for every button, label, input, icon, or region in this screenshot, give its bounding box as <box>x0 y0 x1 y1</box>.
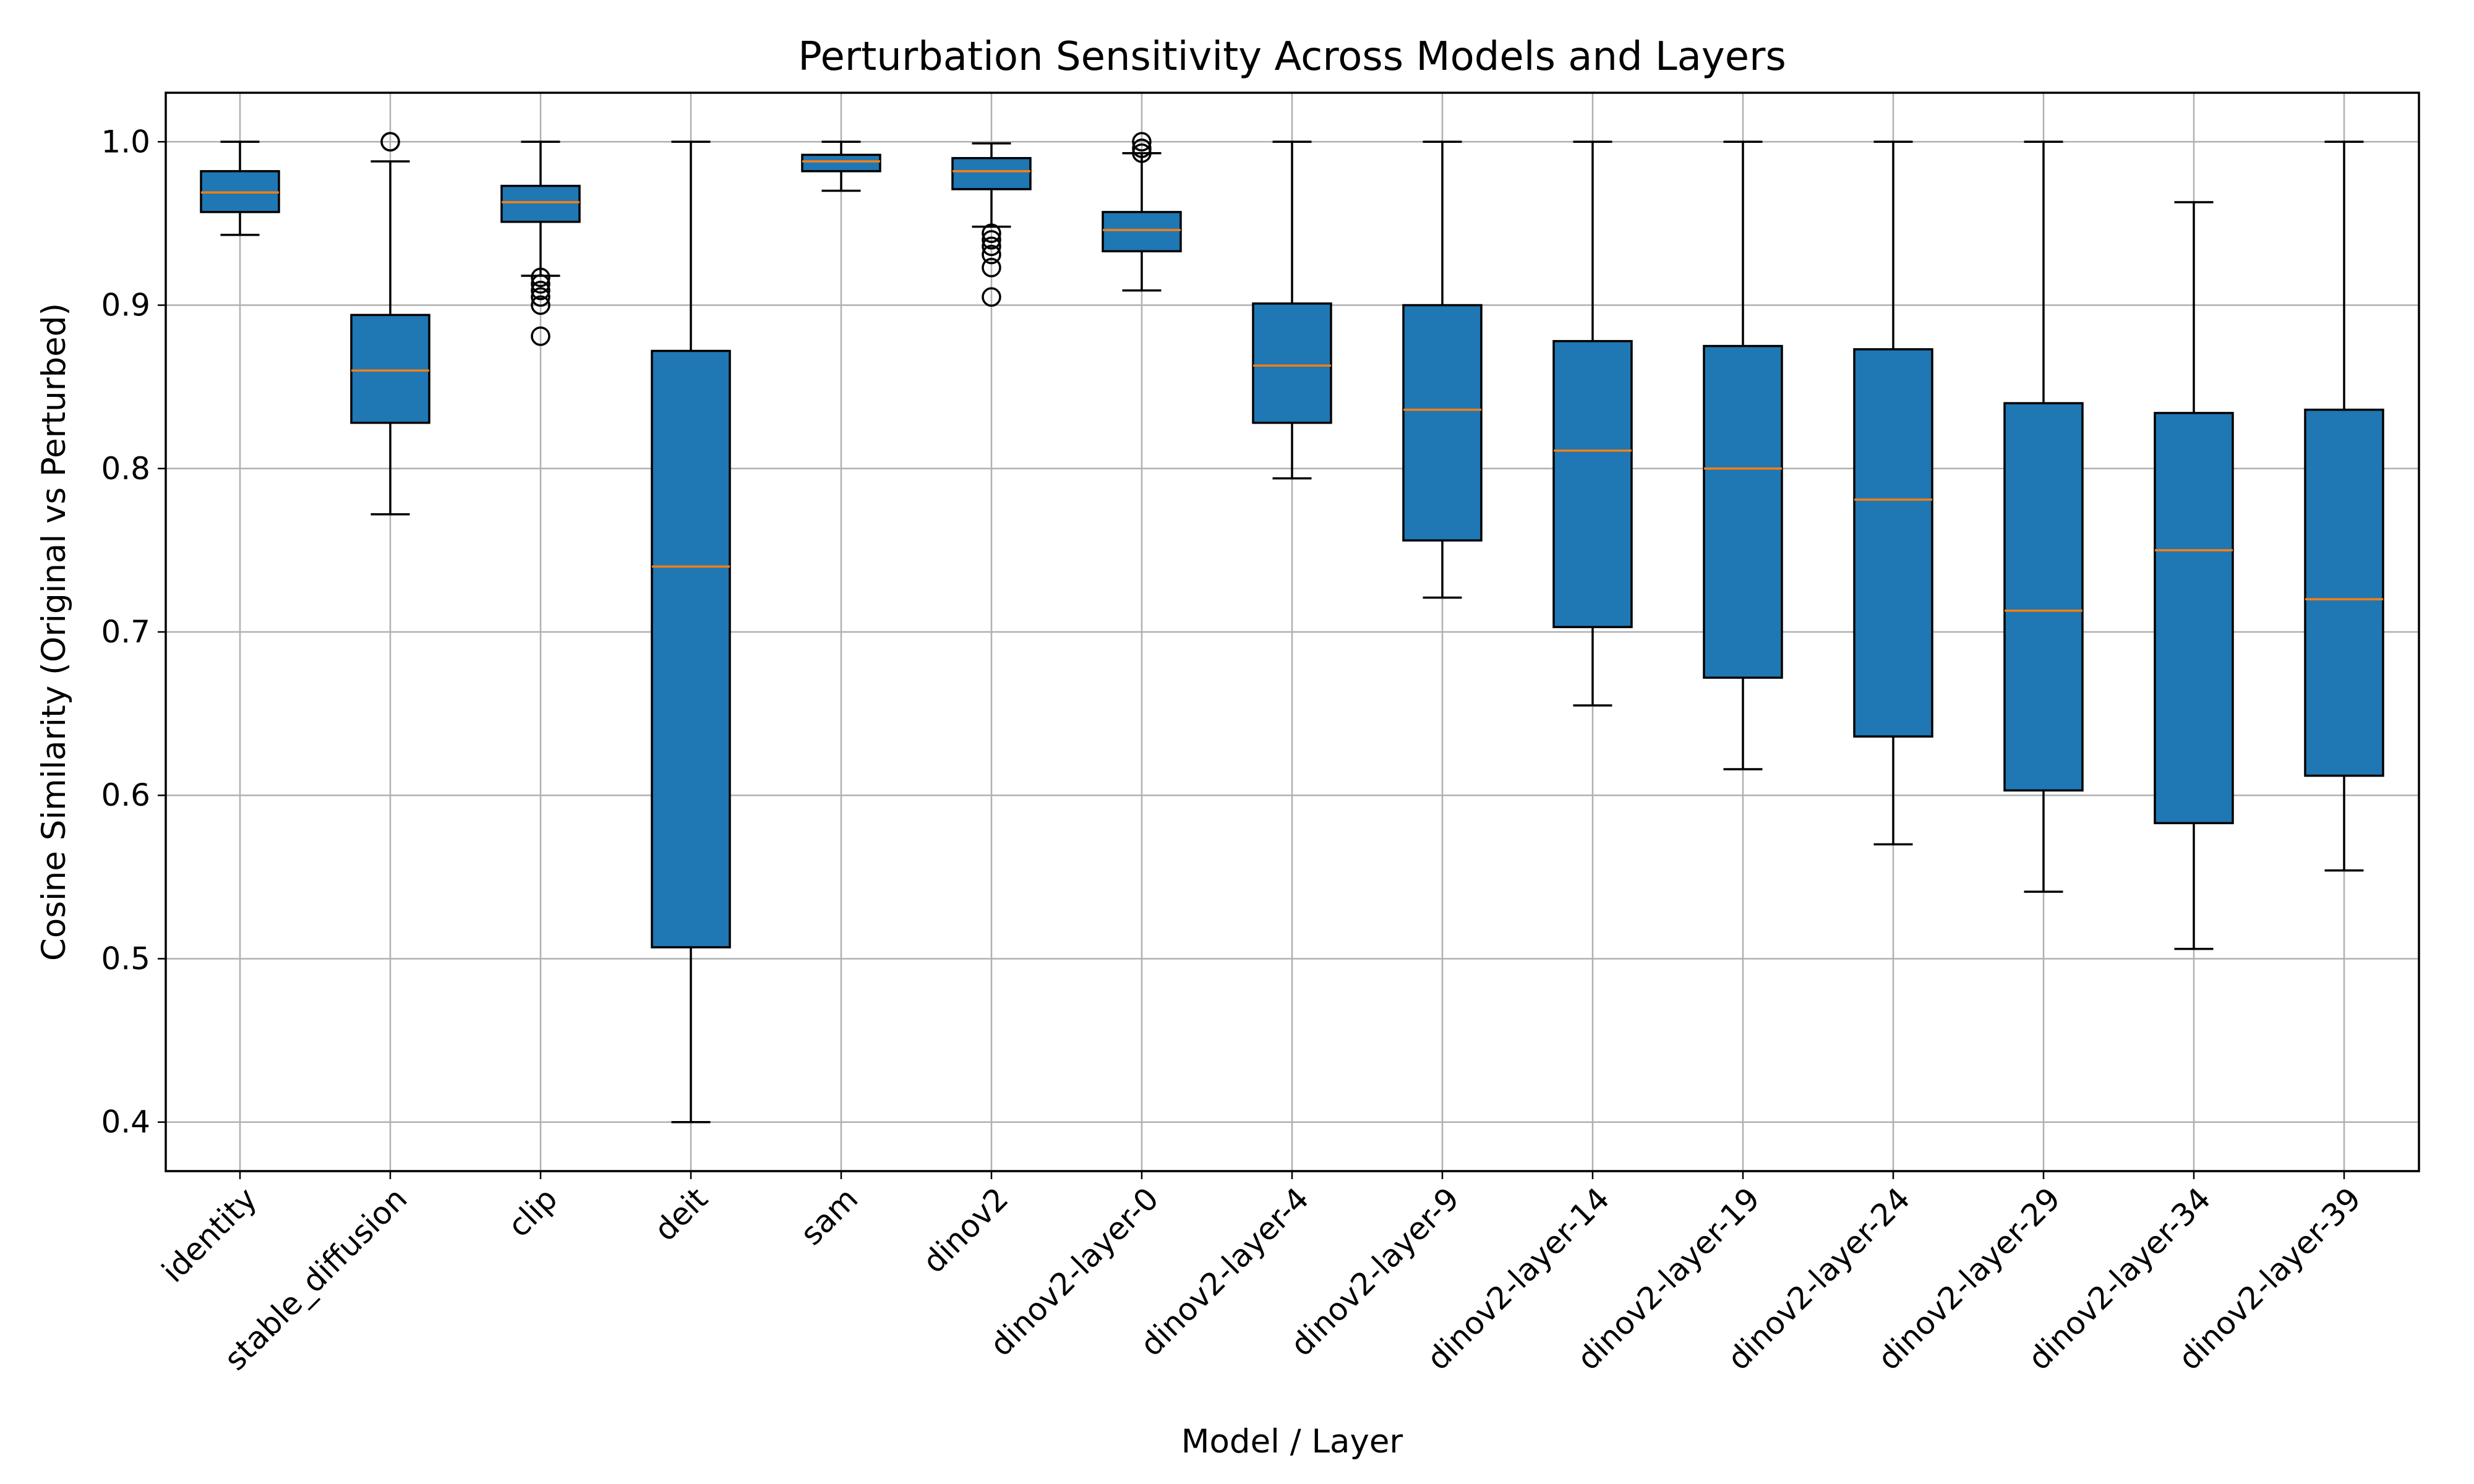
outlier-point <box>982 223 1001 243</box>
box-body <box>1252 302 1332 424</box>
y-tick-label: 0.5 <box>101 940 150 976</box>
box-dinov2-layer-9 <box>1402 140 1483 599</box>
box-layer <box>200 132 2384 1124</box>
y-tick-label: 0.7 <box>101 614 150 650</box>
box-body <box>350 313 430 424</box>
box-dinov2-layer-29 <box>2003 140 2084 893</box>
outlier-point <box>531 280 550 301</box>
box-dinov2 <box>951 142 1032 307</box>
y-tick-label: 1.0 <box>101 124 150 160</box>
chart-title: Perturbation Sensitivity Across Models a… <box>798 34 1786 80</box>
box-body <box>951 156 1032 190</box>
box-dinov2-layer-19 <box>1703 140 1783 770</box>
box-body <box>801 153 881 173</box>
box-clip <box>500 140 581 346</box>
y-tick-label: 0.8 <box>101 451 150 487</box>
box-deit <box>651 140 731 1124</box>
box-dinov2-layer-4 <box>1252 140 1332 480</box>
box-dinov2-layer-0 <box>1102 132 1182 292</box>
box-body <box>500 184 581 223</box>
x-axis-label: Model / Layer <box>1181 1423 1403 1461</box>
box-dinov2-layer-34 <box>2154 201 2234 950</box>
y-tick-label: 0.6 <box>101 777 150 813</box>
y-tick-label: 0.4 <box>101 1104 150 1140</box>
outlier-point <box>982 230 1001 250</box>
outlier-point <box>380 132 400 152</box>
outlier-point <box>531 326 550 346</box>
box-body <box>1552 339 1633 628</box>
box-dinov2-layer-39 <box>2304 140 2384 872</box>
box-body <box>2304 408 2384 777</box>
box-body <box>651 349 731 949</box>
y-axis-label: Cosine Similarity (Original vs Perturbed… <box>35 303 73 961</box>
y-tick-label: 0.9 <box>101 288 150 323</box>
box-dinov2-layer-14 <box>1552 140 1633 707</box>
outlier-point <box>982 287 1001 307</box>
outlier-point <box>982 236 1001 257</box>
box-body <box>1853 348 1933 738</box>
box-sam <box>801 140 881 192</box>
outlier-point <box>531 287 550 307</box>
box-identity <box>200 140 280 236</box>
box-body <box>1402 304 1483 542</box>
box-body <box>1102 211 1182 253</box>
outlier-point <box>1132 139 1152 158</box>
box-dinov2-layer-24 <box>1853 140 1933 846</box>
box-stable_diffusion <box>350 132 430 516</box>
box-body <box>2154 412 2234 824</box>
outlier-point <box>1132 143 1152 163</box>
box-body <box>1703 344 1783 679</box>
outlier-point <box>531 274 550 294</box>
outlier-point <box>982 257 1001 278</box>
outlier-point <box>531 295 550 315</box>
outlier-point <box>531 267 550 288</box>
outlier-point <box>1132 132 1152 152</box>
box-body <box>2003 402 2084 792</box>
outlier-point <box>982 244 1001 265</box>
